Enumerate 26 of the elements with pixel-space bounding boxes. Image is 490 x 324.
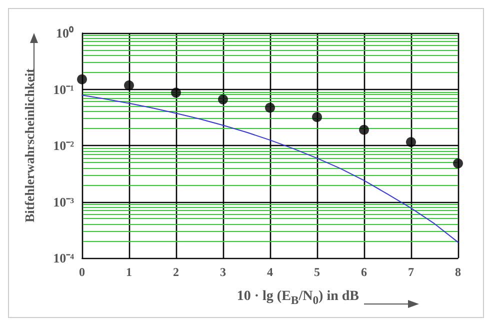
point (77, 74, 87, 84)
y-tick-label: 10⁻³ (53, 194, 74, 210)
y-tick-label: 10⁰ (56, 26, 74, 40)
y-tick-label: 10⁻¹ (53, 82, 74, 97)
x-tick-label: 5 (314, 265, 320, 279)
point (124, 80, 134, 90)
x-tick-label: 8 (455, 265, 461, 279)
point (453, 158, 463, 168)
point (265, 102, 275, 113)
x-tick-label: 6 (361, 265, 367, 279)
x-tick-label: 3 (220, 265, 226, 279)
x-tick-label: 1 (126, 265, 132, 279)
x-tick-label: 7 (408, 265, 414, 279)
x-tick-label: 0 (79, 265, 85, 279)
point (171, 88, 181, 98)
x-tick-label: 2 (173, 265, 179, 279)
point (406, 137, 416, 148)
point (359, 124, 369, 135)
y-tick-label: 10⁻⁴ (53, 250, 74, 266)
line-series (82, 94, 458, 243)
point (312, 112, 322, 122)
y-tick-label: 10⁻² (53, 138, 74, 153)
x-axis-title: 10 · lg (E$_{B}$/N$_{0}$) in dB (236, 289, 359, 307)
point (218, 94, 228, 104)
x-tick-label: 4 (267, 265, 273, 279)
y-axis-title: Bitfehlerwahrscheinlichkeit (22, 68, 37, 222)
